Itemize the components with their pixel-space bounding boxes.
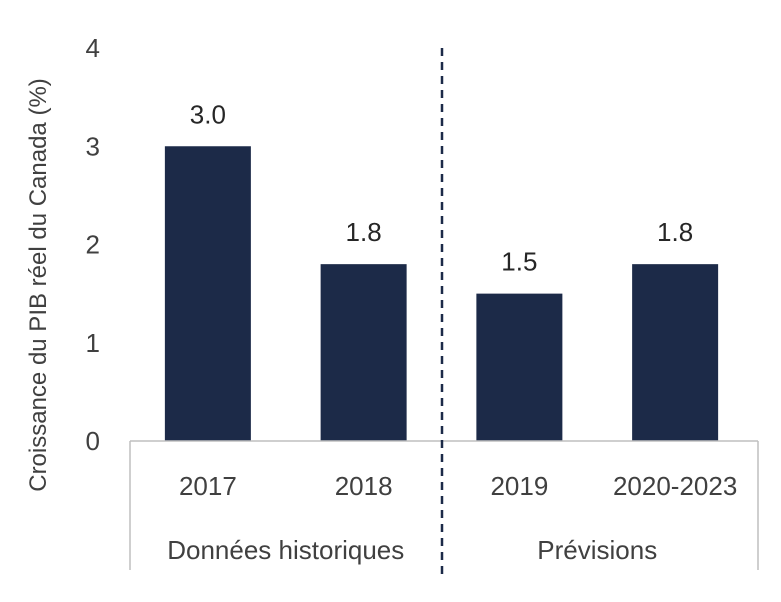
group-label: Données historiques bbox=[167, 535, 404, 565]
y-tick-label: 1 bbox=[86, 328, 100, 358]
bars bbox=[164, 146, 719, 441]
category-label: 2017 bbox=[179, 471, 237, 501]
group-label: Prévisions bbox=[537, 535, 657, 565]
x-axis bbox=[129, 440, 759, 570]
y-axis-title: Croissance du PIB réel du Canada (%) bbox=[25, 78, 52, 492]
y-tick-label: 2 bbox=[86, 230, 100, 260]
bar bbox=[476, 293, 563, 441]
bar bbox=[632, 264, 719, 441]
data-label: 3.0 bbox=[190, 99, 226, 129]
y-tick-label: 0 bbox=[86, 426, 100, 456]
bar bbox=[320, 264, 407, 441]
bar bbox=[164, 146, 251, 441]
y-axis-ticks: 0 1 2 3 4 bbox=[86, 33, 100, 456]
data-label: 1.5 bbox=[501, 247, 537, 277]
y-tick-label: 3 bbox=[86, 131, 100, 161]
y-tick-label: 4 bbox=[86, 33, 100, 63]
category-labels: 2017 2018 2019 2020-2023 bbox=[179, 471, 737, 501]
category-label: 2019 bbox=[490, 471, 548, 501]
data-label: 1.8 bbox=[657, 217, 693, 247]
category-label: 2018 bbox=[335, 471, 393, 501]
category-label: 2020-2023 bbox=[613, 471, 737, 501]
data-label: 1.8 bbox=[346, 217, 382, 247]
group-labels: Données historiques Prévisions bbox=[167, 535, 657, 565]
data-labels: 3.0 1.8 1.5 1.8 bbox=[190, 99, 693, 276]
